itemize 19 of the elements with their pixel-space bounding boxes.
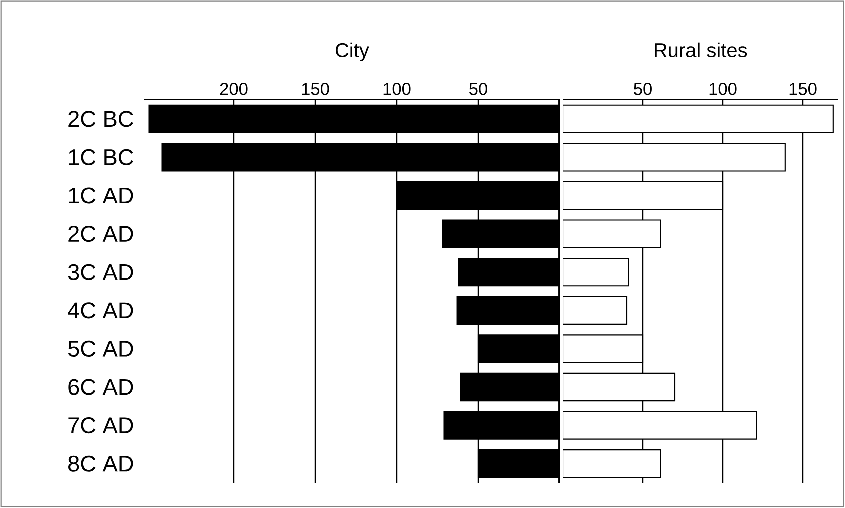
y-tick-label: 1C BC xyxy=(69,149,134,166)
chart-title: Rural sites xyxy=(655,42,748,58)
chart-title: City xyxy=(336,42,370,62)
x-tick-label: 150 xyxy=(790,83,817,96)
y-tick-label: 5C AD xyxy=(68,340,134,357)
y-tick-label: 3C AD xyxy=(68,264,134,280)
x-tick-label: 100 xyxy=(710,83,737,96)
y-tick-label: 7C AD xyxy=(68,418,134,434)
x-tick-label: 50 xyxy=(634,83,652,96)
y-tick-label: 8C AD xyxy=(68,456,134,472)
y-tick-label: 1C AD xyxy=(69,188,134,204)
y-tick-label: 4C AD xyxy=(68,302,134,319)
y-tick-label: 6C AD xyxy=(68,379,134,396)
y-tick-label: 2C BC xyxy=(68,111,134,128)
x-tick-label: 200 xyxy=(220,83,248,96)
x-tick-label: 100 xyxy=(384,83,411,96)
x-tick-label: 150 xyxy=(302,83,330,96)
y-tick-label: 2C AD xyxy=(68,226,134,242)
x-tick-label: 50 xyxy=(470,83,488,96)
